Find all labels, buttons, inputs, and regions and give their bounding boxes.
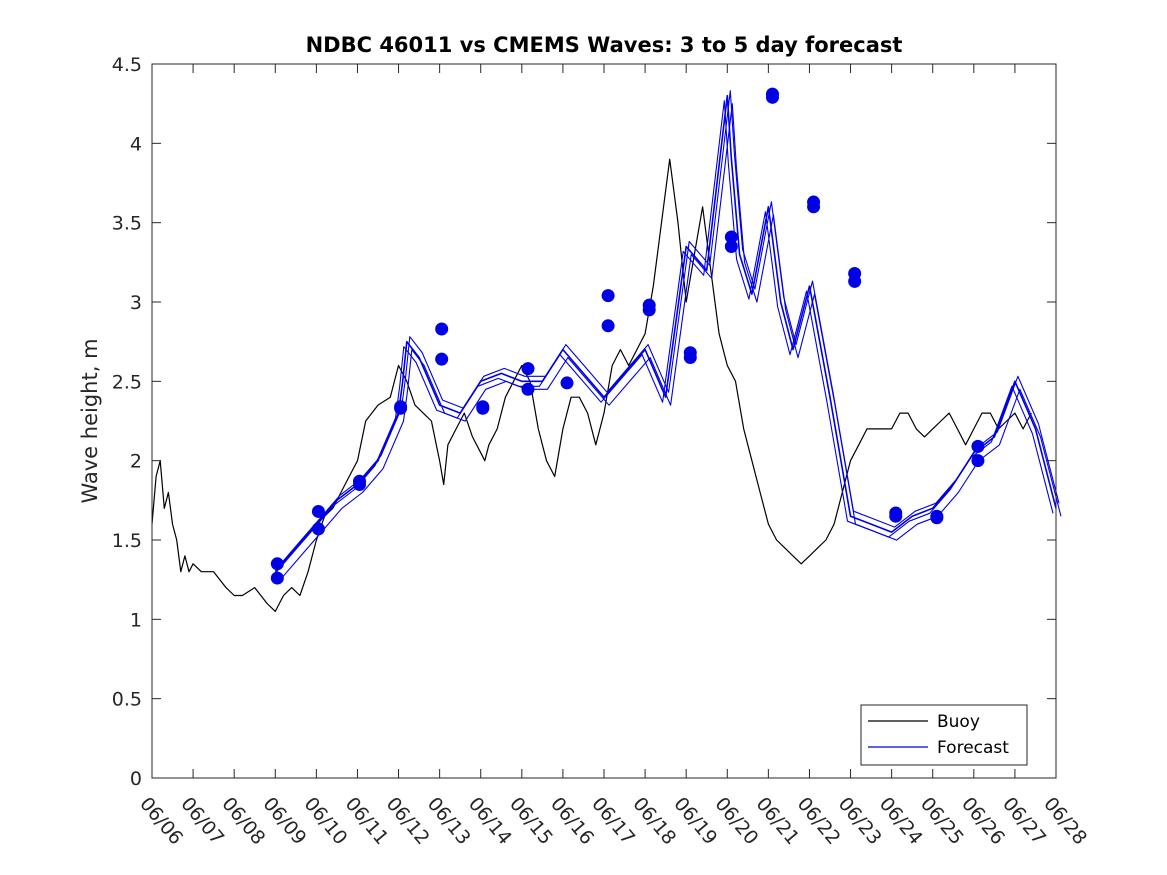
forecast-marker: [311, 504, 325, 518]
y-tick-label: 4.5: [112, 54, 142, 76]
forecast-marker: [521, 382, 535, 396]
forecast-marker: [930, 511, 944, 525]
forecast-marker: [683, 351, 697, 365]
forecast-line: [271, 100, 1054, 578]
forecast-marker: [270, 557, 284, 571]
forecast-marker: [521, 362, 535, 376]
forecast-markers: [270, 87, 985, 585]
forecast-marker: [807, 200, 821, 214]
legend-label-buoy: Buoy: [937, 712, 980, 732]
forecast-marker: [394, 401, 408, 415]
legend-box: [860, 704, 1028, 766]
buoy-line: [151, 158, 1032, 612]
plot-background: [152, 64, 1056, 778]
legend-label-forecast: Forecast: [937, 738, 1009, 758]
y-tick-label: 2.5: [112, 371, 142, 393]
forecast-marker: [270, 571, 284, 585]
forecast-marker: [353, 477, 367, 491]
y-axis-label: Wave height, m: [78, 338, 102, 503]
y-axis: 0 0.5 1 1.5 2 2.5 3 3.5 4 4.5: [112, 54, 1056, 790]
forecast-marker: [889, 509, 903, 523]
forecast-marker: [435, 352, 449, 366]
forecast-line: [277, 90, 1060, 568]
y-tick-label: 3: [130, 292, 142, 314]
forecast-marker: [848, 274, 862, 288]
forecast-marker: [311, 522, 325, 536]
forecast-marker: [971, 454, 985, 468]
forecast-marker: [435, 322, 449, 336]
forecast-marker: [601, 289, 615, 303]
forecast-marker: [724, 239, 738, 253]
plot-area: [151, 63, 1062, 779]
forecast-line: [279, 103, 1062, 581]
forecast-line: [274, 94, 1057, 573]
y-tick-label: 0.5: [112, 689, 142, 711]
buoy-series: [151, 158, 1032, 612]
forecast-marker: [642, 303, 656, 317]
forecast-marker: [476, 401, 490, 415]
y-tick-label: 4: [130, 133, 142, 155]
forecast-series: [271, 90, 1062, 581]
y-tick-label: 1.5: [112, 530, 142, 552]
forecast-marker: [765, 90, 779, 104]
y-tick-label: 2: [130, 451, 142, 473]
forecast-marker: [971, 439, 985, 453]
chart-title: NDBC 46011 vs CMEMS Waves: 3 to 5 day fo…: [306, 33, 903, 57]
forecast-marker: [601, 319, 615, 333]
forecast-marker: [560, 376, 574, 390]
y-tick-label: 1: [130, 609, 142, 631]
y-tick-label: 3.5: [112, 213, 142, 235]
y-tick-label: 0: [130, 768, 142, 790]
forecast-marker: [724, 230, 738, 244]
legend: Buoy Forecast: [860, 704, 1028, 766]
